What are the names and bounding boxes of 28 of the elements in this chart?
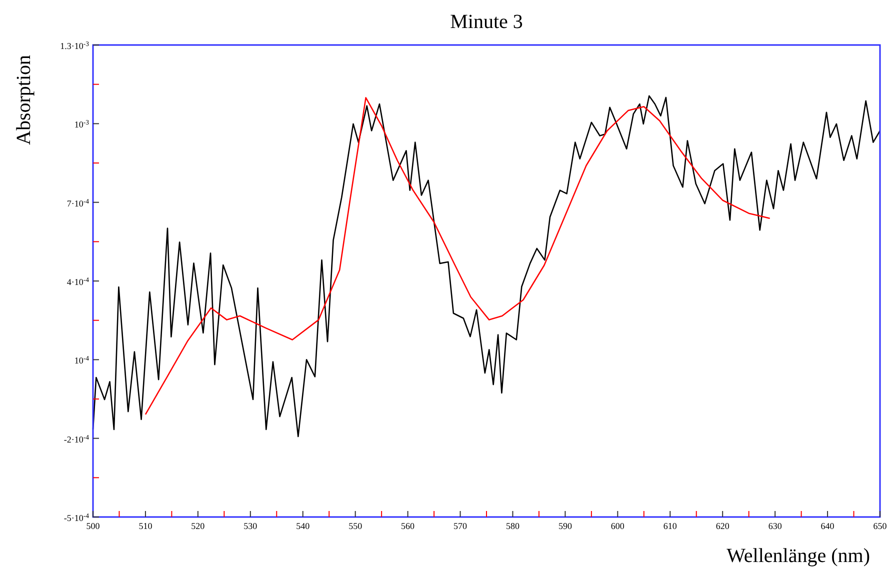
y-axis-title: Absorption xyxy=(13,55,35,145)
x-tick-label: 640 xyxy=(820,521,835,531)
y-tick-label: 10$^{-3}$ xyxy=(74,119,90,130)
x-tick-label: 620 xyxy=(716,521,730,531)
chart-title: Minute 3 xyxy=(450,11,523,33)
x-tick-label: 500 xyxy=(86,521,100,531)
y-tick-label: -5·10$^{-4}$ xyxy=(64,512,90,523)
x-tick-label: 630 xyxy=(768,521,782,531)
y-tick-label: 1.3·10$^{-3}$ xyxy=(60,40,90,51)
x-tick-label: 610 xyxy=(663,521,678,531)
line-series xyxy=(92,95,881,438)
x-tick-label: 600 xyxy=(610,521,625,531)
x-tick-label: 580 xyxy=(506,521,520,531)
x-tick-label: 530 xyxy=(244,521,258,531)
x-tick-label: 520 xyxy=(191,521,206,531)
y-tick-label: -2·10$^{-4}$ xyxy=(64,434,90,444)
x-tick-label: 540 xyxy=(296,521,310,531)
line-series xyxy=(144,97,770,416)
x-axis-title: Wellenlänge (nm) xyxy=(726,545,870,567)
x-tick-label: 570 xyxy=(454,521,468,531)
x-tick-label: 560 xyxy=(401,521,416,531)
x-tick-label: 590 xyxy=(558,521,572,531)
y-tick-label: 10$^{-4}$ xyxy=(74,355,90,366)
x-tick-label: 650 xyxy=(873,521,888,531)
x-tick-label: 550 xyxy=(348,521,363,531)
y-tick-label: 4·10$^{-4}$ xyxy=(66,276,90,287)
y-tick-label: 7·10$^{-4}$ xyxy=(66,198,90,208)
x-tick-label: 510 xyxy=(138,521,153,531)
